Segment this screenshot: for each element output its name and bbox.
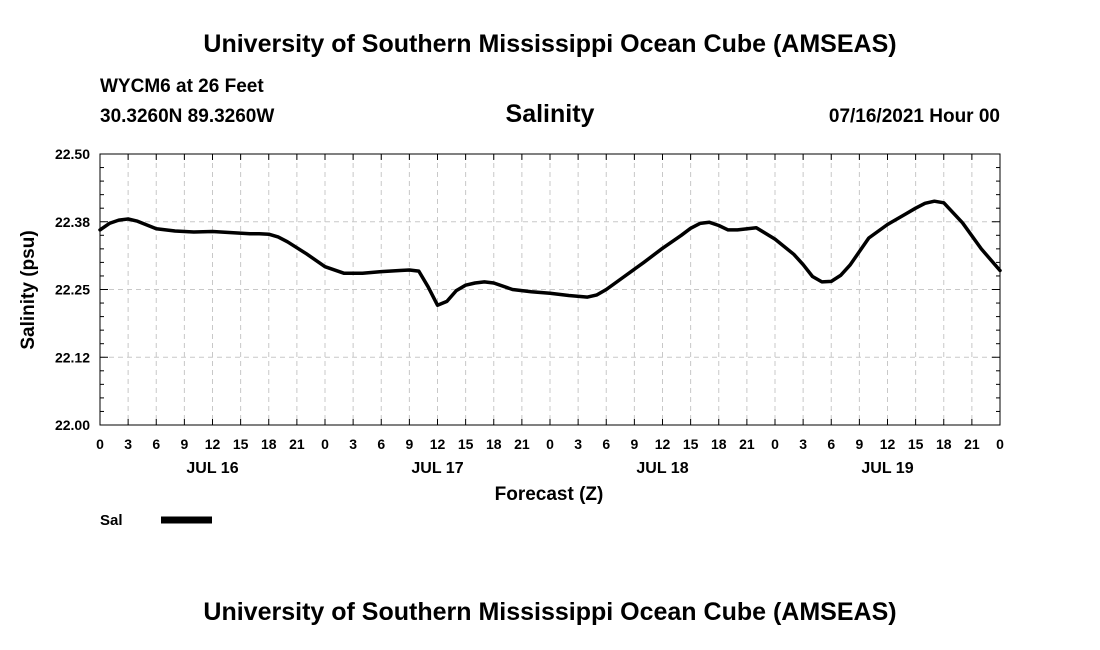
x-tick-label: 18 <box>261 436 277 452</box>
day-label: JUL 17 <box>411 460 463 477</box>
x-tick-label: 18 <box>936 436 952 452</box>
x-tick-label: 3 <box>799 436 807 452</box>
x-tick-label: 0 <box>996 436 1004 452</box>
x-tick-label: 21 <box>289 436 305 452</box>
y-tick-label: 22.25 <box>55 282 90 298</box>
y-tick-label: 22.12 <box>55 349 90 365</box>
day-label: JUL 19 <box>861 460 913 477</box>
x-tick-label: 6 <box>152 436 160 452</box>
x-tick-label: 18 <box>486 436 502 452</box>
x-tick-label: 9 <box>180 436 188 452</box>
x-tick-label: 15 <box>233 436 249 452</box>
y-tick-label: 22.38 <box>55 214 90 230</box>
x-tick-label: 3 <box>349 436 357 452</box>
x-tick-label: 15 <box>683 436 699 452</box>
x-tick-label: 0 <box>96 436 104 452</box>
forecast-date: 07/16/2021 Hour 00 <box>828 106 1000 127</box>
x-tick-label: 18 <box>711 436 727 452</box>
x-tick-label: 3 <box>124 436 132 452</box>
x-tick-label: 6 <box>377 436 385 452</box>
station-coordinates: 30.3260N 89.3260W <box>100 106 275 127</box>
x-tick-label: 9 <box>405 436 413 452</box>
legend-label: Sal <box>100 512 123 529</box>
x-tick-label: 21 <box>739 436 755 452</box>
y-tick-label: 22.00 <box>55 417 90 433</box>
x-tick-label: 6 <box>602 436 610 452</box>
day-label: JUL 18 <box>636 460 688 477</box>
plot-frame <box>99 153 1001 426</box>
x-tick-label: 9 <box>630 436 638 452</box>
y-tick-label: 22.50 <box>55 146 90 162</box>
salinity-series-line <box>98 199 1002 307</box>
x-tick-label: 9 <box>855 436 863 452</box>
x-tick-label: 15 <box>458 436 474 452</box>
station-label: WYCM6 at 26 Feet <box>100 76 264 97</box>
x-tick-label: 15 <box>908 436 924 452</box>
x-tick-label: 12 <box>655 436 671 452</box>
x-tick-label: 3 <box>574 436 582 452</box>
x-tick-label: 0 <box>321 436 329 452</box>
x-tick-label: 21 <box>514 436 530 452</box>
series-layer <box>98 199 1002 307</box>
footer-title: University of Southern Mississippi Ocean… <box>203 598 897 626</box>
day-label: JUL 16 <box>186 460 238 477</box>
x-tick-label: 6 <box>827 436 835 452</box>
chart-axes: 0 3 6 9 12 15 18 21 0 3 6 9 12 15 18 21 0 3 6 9 12 15 18 21 0 3 6 9… <box>55 146 1004 477</box>
page-title: University of Southern Mississippi Ocean… <box>203 30 897 58</box>
x-tick-label: 12 <box>205 436 221 452</box>
chart-title: Salinity <box>505 100 595 128</box>
x-tick-label: 12 <box>880 436 896 452</box>
x-tick-label: 0 <box>546 436 554 452</box>
y-axis-label: Salinity (psu) <box>18 230 39 349</box>
x-tick-label: 12 <box>430 436 446 452</box>
legend: Sal <box>100 512 212 529</box>
grid-lines <box>100 154 1000 425</box>
x-tick-label: 0 <box>771 436 779 452</box>
x-tick-label: 21 <box>964 436 980 452</box>
x-axis-label: Forecast (Z) <box>495 484 604 505</box>
